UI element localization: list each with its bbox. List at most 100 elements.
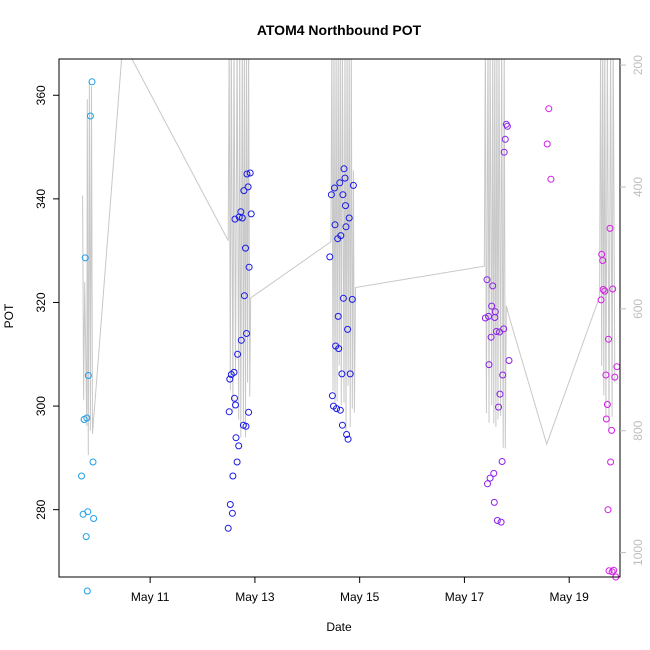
secondary-line-layer <box>82 59 616 456</box>
data-point <box>238 214 246 222</box>
data-point <box>497 518 505 526</box>
data-point <box>90 515 98 522</box>
right-axis: 200 400 600 800 1000 <box>620 55 645 566</box>
y-tick-label: 280 <box>34 499 48 519</box>
data-point <box>327 191 335 199</box>
data-point <box>229 472 237 480</box>
data-point <box>483 276 491 284</box>
x-axis-label: Date <box>326 620 352 634</box>
data-point <box>232 401 239 409</box>
data-point <box>233 458 241 466</box>
plot-frame <box>58 58 621 578</box>
y2-tick-label: 200 <box>631 55 645 75</box>
y2-tick-label: 1000 <box>631 539 645 566</box>
data-point <box>492 328 500 335</box>
y-tick-label: 300 <box>34 396 48 416</box>
data-point <box>338 421 346 429</box>
data-point <box>234 350 242 358</box>
data-point <box>344 325 352 333</box>
data-point <box>489 282 497 290</box>
data-point <box>328 392 336 400</box>
data-point <box>349 181 357 189</box>
data-point <box>545 105 553 113</box>
data-point <box>333 405 341 413</box>
data-point <box>88 78 96 86</box>
data-point <box>602 371 610 379</box>
data-point <box>339 191 347 199</box>
data-point <box>235 442 243 450</box>
y-tick-label: 360 <box>34 85 48 105</box>
data-point <box>331 184 338 192</box>
data-point <box>603 401 611 408</box>
data-point <box>484 480 491 488</box>
data-point <box>491 308 499 316</box>
points-layer <box>78 78 621 595</box>
data-point <box>344 435 352 443</box>
data-point <box>500 148 508 156</box>
data-point <box>89 458 97 466</box>
y-tick-label: 320 <box>34 292 48 312</box>
data-point <box>606 224 614 232</box>
data-point <box>493 517 501 524</box>
data-point <box>326 253 334 261</box>
data-point <box>488 302 496 310</box>
data-point <box>505 357 513 364</box>
data-point <box>599 286 607 293</box>
data-point <box>611 373 619 381</box>
data-point <box>82 533 90 541</box>
data-point <box>237 208 245 216</box>
data-point <box>243 330 250 337</box>
data-point <box>237 336 245 344</box>
data-point <box>244 183 252 191</box>
data-point <box>498 458 506 465</box>
data-point <box>338 370 346 378</box>
data-point <box>604 506 612 514</box>
y2-tick-label: 400 <box>631 177 645 197</box>
data-point <box>246 169 254 177</box>
data-point <box>346 370 354 378</box>
data-point <box>337 232 345 240</box>
data-point <box>336 179 344 187</box>
data-point <box>608 568 616 576</box>
data-point <box>605 567 613 575</box>
data-point <box>247 210 255 218</box>
data-point <box>81 254 89 262</box>
x-tick-label: May 17 <box>445 590 485 604</box>
data-point <box>602 415 610 423</box>
data-point <box>226 375 234 383</box>
data-point <box>84 508 92 516</box>
data-point <box>226 501 234 508</box>
data-point <box>231 215 239 223</box>
data-point <box>86 112 94 120</box>
data-point <box>501 135 509 143</box>
data-point <box>230 368 238 376</box>
data-point <box>597 296 605 304</box>
data-point <box>499 371 507 379</box>
data-point <box>225 408 233 416</box>
data-point <box>339 294 347 302</box>
y2-tick-label: 800 <box>631 420 645 440</box>
data-point <box>496 390 504 398</box>
data-point <box>340 165 348 173</box>
data-point <box>84 372 92 379</box>
chart-title: ATOM4 Northbound POT <box>257 22 422 38</box>
data-point <box>609 285 617 293</box>
secondary-line <box>82 59 616 456</box>
data-point <box>224 524 232 532</box>
y-tick-label: 340 <box>34 189 48 209</box>
data-point <box>240 292 248 300</box>
data-point <box>607 458 615 466</box>
data-point <box>345 214 353 222</box>
data-point <box>245 263 253 271</box>
data-point <box>608 426 616 434</box>
data-point <box>490 469 498 477</box>
data-point <box>334 312 342 320</box>
x-tick-label: May 13 <box>235 590 275 604</box>
x-axis: May 11 May 13 May 15 May 17 May 19 <box>131 577 589 604</box>
data-point <box>343 431 351 438</box>
data-point <box>547 175 555 183</box>
y-axis: 280 300 320 340 360 <box>34 85 59 520</box>
data-point <box>487 333 495 341</box>
data-point <box>242 422 250 430</box>
